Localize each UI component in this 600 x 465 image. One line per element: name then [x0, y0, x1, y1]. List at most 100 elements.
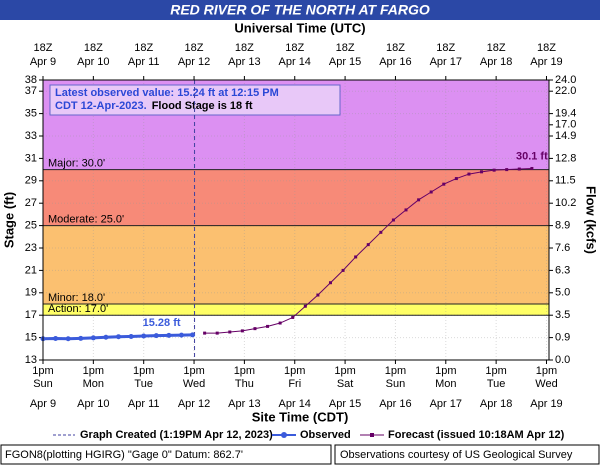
x-tick-label: 1pm [485, 365, 506, 377]
x-tick-label: 1pm [284, 365, 305, 377]
footer-box [334, 444, 600, 465]
point [492, 168, 496, 172]
y-tick-label: 13 [25, 354, 37, 366]
x-tick-date: Apr 11 [128, 398, 160, 410]
y-tick-label: 15 [25, 332, 37, 344]
point [316, 293, 320, 297]
footer-left: FGON8(plotting HGIRG) "Gage 0" Datum: 86… [5, 449, 243, 461]
x-tick-label: 1pm [435, 365, 456, 377]
footer-box [0, 444, 332, 465]
x-tick-label: 1pm [183, 365, 204, 377]
top-tick-date: Apr 11 [128, 56, 160, 68]
point [178, 332, 184, 338]
x-tick-label: 1pm [385, 365, 406, 377]
threshold-label: Moderate: 25.0' [48, 214, 124, 226]
x-tick-day: Tue [487, 378, 506, 390]
x-tick-day: Wed [535, 378, 557, 390]
point [65, 336, 71, 342]
y2-tick-label: 7.6 [555, 242, 570, 254]
y-tick-label: 23 [25, 242, 37, 254]
top-tick-label: 18Z [285, 42, 304, 54]
y2-tick-label: 11.5 [555, 175, 576, 187]
point [203, 331, 207, 335]
threshold-label: Major: 30.0' [48, 158, 105, 170]
point [128, 333, 134, 339]
top-tick-label: 18Z [487, 42, 506, 54]
x-tick-day: Wed [183, 378, 205, 390]
y2-tick-label: 24.0 [555, 74, 576, 86]
top-tick-date: Apr 12 [178, 56, 210, 68]
point [253, 327, 257, 331]
top-tick-date: Apr 9 [30, 56, 56, 68]
legend-label: Graph Created (1:19PM Apr 12, 2023) [80, 429, 273, 441]
point [429, 190, 433, 194]
info-text: Latest observed value: 15.24 ft at 12:15… [55, 87, 279, 112]
y2-tick-label: 22.0 [555, 85, 576, 97]
threshold-label: Action: 17.0' [48, 303, 108, 315]
x-tick-date: Apr 14 [279, 398, 311, 410]
x-tick-label: 1pm [334, 365, 355, 377]
point [78, 335, 84, 341]
x-tick-date: Apr 18 [480, 398, 512, 410]
info-text-line: Latest observed value: 15.24 ft at 12:15… [55, 87, 279, 99]
point [417, 198, 421, 202]
top-tick-date: Apr 19 [530, 56, 562, 68]
y-tick-label: 21 [25, 264, 37, 276]
point [391, 218, 395, 222]
x-tick-day: Sun [33, 378, 53, 390]
top-tick-label: 18Z [336, 42, 355, 54]
y-tick-label: 17 [25, 309, 37, 321]
x-tick-date: Apr 17 [430, 398, 462, 410]
point [190, 332, 196, 338]
flood-band [43, 169, 549, 226]
x-tick-label: 1pm [234, 365, 255, 377]
info-text-line: CDT 12-Apr-2023. [55, 100, 147, 112]
point [166, 332, 172, 338]
point [116, 334, 122, 340]
point [354, 255, 358, 259]
point [517, 167, 521, 171]
point [341, 268, 345, 272]
title-bar [0, 0, 600, 20]
top-axis-title: Universal Time (UTC) [234, 20, 365, 35]
x-tick-day: Tue [134, 378, 153, 390]
x-tick-label: 1pm [536, 365, 557, 377]
y2-tick-label: 19.4 [555, 108, 576, 120]
x-tick-day: Mon [83, 378, 104, 390]
x-tick-date: Apr 12 [178, 398, 210, 410]
point [366, 243, 370, 247]
point [278, 321, 282, 325]
y2-tick-label: 5.0 [555, 287, 570, 299]
y2-axis-title: Flow (kcfs) [584, 186, 599, 254]
y2-tick-label: 6.3 [555, 264, 570, 276]
point [530, 166, 534, 170]
top-tick-date: Apr 18 [480, 56, 512, 68]
footer-right: Observations courtesy of US Geological S… [340, 449, 573, 461]
legend-label: Observed [300, 429, 351, 441]
x-tick-day: Sat [337, 378, 354, 390]
x-tick-date: Apr 15 [329, 398, 361, 410]
point [215, 331, 219, 335]
x-tick-day: Sun [386, 378, 406, 390]
x-tick-date: Apr 10 [77, 398, 109, 410]
top-tick-label: 18Z [386, 42, 405, 54]
top-tick-date: Apr 13 [228, 56, 260, 68]
y-tick-label: 25 [25, 220, 37, 232]
y2-tick-label: 10.2 [555, 197, 576, 209]
legend-fc-dot [370, 433, 374, 437]
point [266, 324, 270, 328]
point [153, 333, 159, 339]
y-tick-label: 27 [25, 197, 37, 209]
top-tick-label: 18Z [436, 42, 455, 54]
top-tick-date: Apr 17 [430, 56, 462, 68]
top-tick-date: Apr 15 [329, 56, 361, 68]
point [53, 335, 59, 341]
top-tick-label: 18Z [185, 42, 204, 54]
chart-title: RED RIVER OF THE NORTH AT FARGO [170, 2, 430, 18]
point [141, 333, 147, 339]
x-tick-day: Fri [288, 378, 301, 390]
point [328, 281, 332, 285]
top-tick-label: 18Z [235, 42, 254, 54]
x-tick-date: Apr 19 [530, 398, 562, 410]
top-tick-label: 18Z [537, 42, 556, 54]
